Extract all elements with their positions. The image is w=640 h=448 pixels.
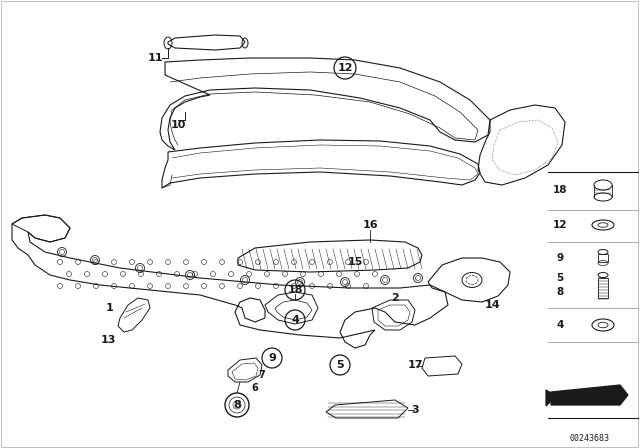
Text: 11: 11 [147, 53, 163, 63]
Text: 3: 3 [411, 405, 419, 415]
Bar [598, 254, 608, 262]
Text: 8: 8 [556, 287, 564, 297]
Text: 10: 10 [170, 120, 186, 130]
Text: 00243683: 00243683 [570, 434, 610, 443]
Text: 12: 12 [337, 63, 353, 73]
Polygon shape [546, 390, 556, 406]
Polygon shape [551, 385, 628, 405]
Text: 1: 1 [106, 303, 114, 313]
Text: 4: 4 [556, 320, 564, 330]
Text: 12: 12 [553, 220, 567, 230]
Text: 2: 2 [391, 293, 399, 303]
Text: 17: 17 [407, 360, 423, 370]
Text: 4: 4 [291, 315, 299, 325]
Text: 14: 14 [484, 300, 500, 310]
Text: 8: 8 [233, 400, 241, 410]
Text: 9: 9 [556, 253, 564, 263]
Text: 18: 18 [553, 185, 567, 195]
Text: 5: 5 [556, 273, 564, 283]
Text: 5: 5 [336, 360, 344, 370]
Text: 6: 6 [252, 383, 259, 393]
Text: 18: 18 [287, 285, 303, 295]
Text: 16: 16 [362, 220, 378, 230]
Bar [598, 278, 608, 298]
Text: 13: 13 [100, 335, 116, 345]
Text: 9: 9 [268, 353, 276, 363]
Text: 7: 7 [259, 370, 266, 380]
Text: 15: 15 [348, 257, 363, 267]
